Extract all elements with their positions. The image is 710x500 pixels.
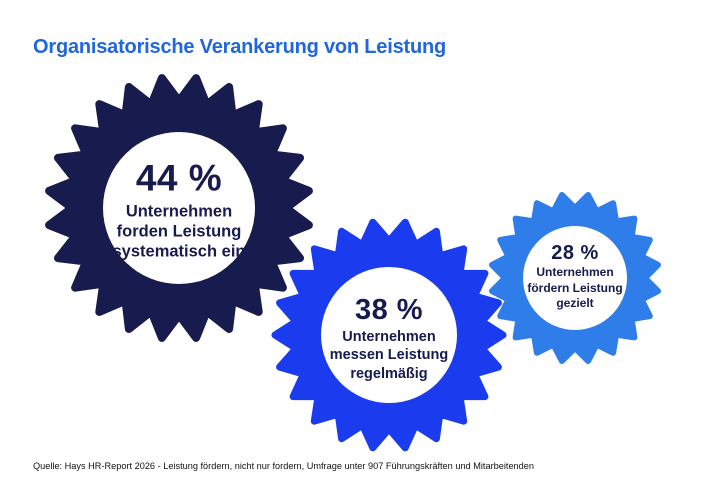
gear-38-group (271, 218, 507, 452)
gear-44-group (45, 74, 313, 342)
gear-28-inner-circle (523, 226, 627, 330)
gear-28-group (489, 192, 661, 364)
gear-38-inner-circle (321, 267, 457, 403)
gear-44-inner-circle (103, 132, 255, 284)
source-note: Quelle: Hays HR-Report 2026 - Leistung f… (33, 461, 534, 471)
page-title: Organisatorische Verankerung von Leistun… (33, 36, 447, 58)
